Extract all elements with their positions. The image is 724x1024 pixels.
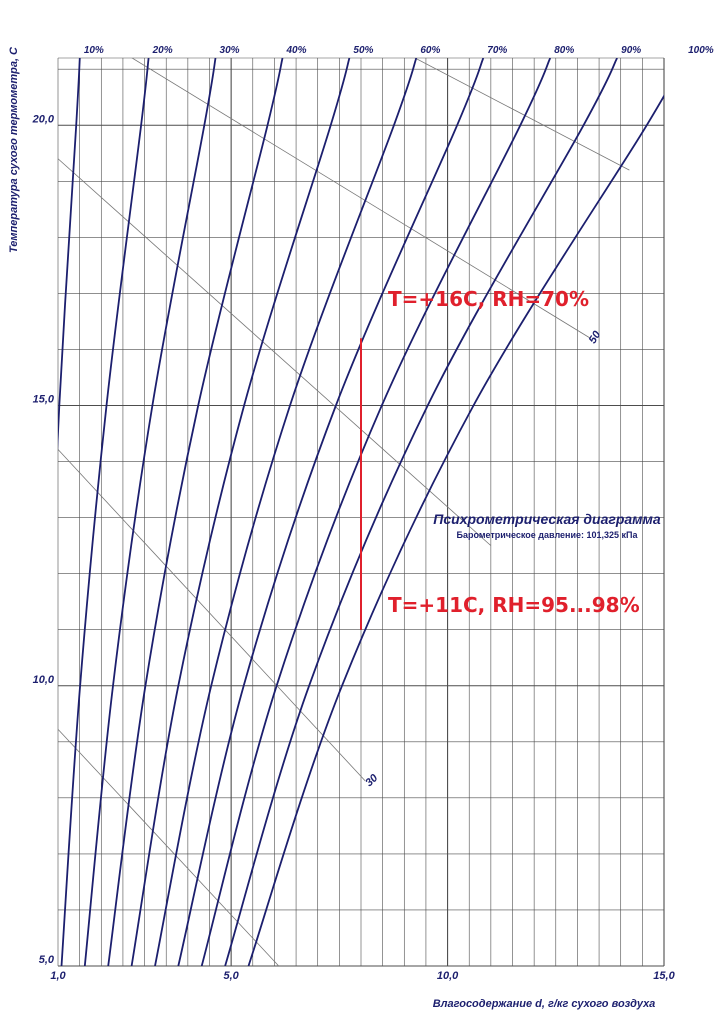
y-tick-label: 15,0 [33, 394, 55, 406]
diagonal-line [58, 158, 492, 546]
y-tick-label: 20,0 [32, 113, 55, 125]
y-tick-label: 10,0 [33, 674, 55, 686]
rh-curve-label: 20% [152, 45, 173, 56]
chart-subtitle: Барометрическое давление: 101,325 кПа [456, 530, 638, 540]
rh-curve-label: 60% [420, 45, 440, 56]
rh-curve [58, 58, 81, 450]
rh-curve-label: 30% [220, 45, 240, 56]
rh-curve [130, 58, 351, 966]
x-tick-label: 15,0 [653, 970, 675, 982]
grid [57, 57, 665, 967]
rh-curve [224, 58, 618, 966]
rh-curve [177, 58, 485, 966]
rh-curve [107, 58, 284, 966]
rh-curve [200, 58, 552, 966]
rh-curve-label: 50% [353, 45, 373, 56]
rh-curve-label: 90% [621, 45, 641, 56]
diagonal-lines [58, 58, 630, 966]
diagonal-line [131, 58, 591, 339]
y-tick-label: 5,0 [39, 954, 55, 966]
rh-curve-label: 80% [554, 45, 574, 56]
y-axis-label: Температура сухого термометра, С [8, 46, 20, 253]
diagonal-line [414, 58, 630, 171]
tick-labels: 10% 20% 30% 40% 50% 60% 70% 80% 90% 100% 1,0 5,0 10,… [32, 45, 714, 982]
diagonal-line [58, 448, 366, 782]
diagonal-line [58, 728, 280, 966]
x-axis-label: Влагосодержание d, г/кг сухого воздуха [433, 998, 656, 1010]
rh-curve [247, 94, 664, 966]
x-tick-label: 5,0 [223, 970, 239, 982]
x-tick-label: 10,0 [437, 970, 459, 982]
rh-curve [154, 58, 418, 966]
rh-curve [60, 58, 150, 966]
rh-curve-label: 70% [487, 45, 507, 56]
rh-curve-label: 100% [688, 45, 714, 56]
x-tick-label: 1,0 [50, 970, 66, 982]
rh-curves [58, 58, 664, 966]
annotation-start: T=+16C, RH=70% [388, 287, 589, 311]
rh-curve-label: 10% [84, 45, 104, 56]
chart-title: Психрометрическая диаграмма [433, 511, 661, 527]
annotation-end: T=+11C, RH=95...98% [388, 593, 640, 617]
rh-curve [83, 58, 217, 966]
rh-curve-label: 40% [285, 45, 306, 56]
